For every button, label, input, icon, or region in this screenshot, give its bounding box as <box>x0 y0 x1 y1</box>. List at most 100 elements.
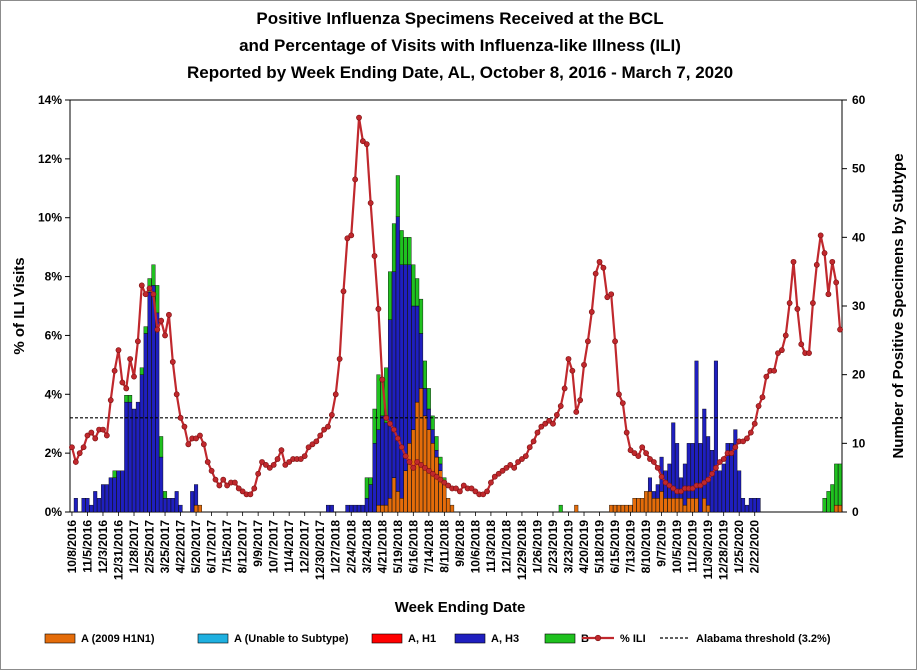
ili-point-163 <box>701 479 708 486</box>
ili-point-42 <box>231 479 238 486</box>
bar-a-h3-87 <box>407 264 412 444</box>
bar-b-19 <box>143 326 148 334</box>
x-tick-label-13: 10/7/2017 <box>267 520 281 574</box>
ili-point-177 <box>755 403 762 409</box>
bar-a-h3-90 <box>419 333 424 389</box>
bar-a-h3-93 <box>430 429 435 444</box>
bar-a-h3-7 <box>97 498 102 513</box>
legend-swatch-a-2009-h1n1- <box>44 633 76 644</box>
x-tick-label-11: 8/12/2017 <box>236 520 250 574</box>
bar-a-h3-161 <box>694 360 699 499</box>
x-tick-label-41: 11/30/2019 <box>701 520 715 580</box>
ili-point-141 <box>616 391 622 398</box>
ili-point-84 <box>394 435 401 442</box>
ili-point-17 <box>134 338 141 345</box>
bar-b-91 <box>422 360 427 389</box>
specimen-bars <box>73 175 843 513</box>
x-tick-label-32: 3/23/2019 <box>562 520 576 574</box>
ili-point-116 <box>519 456 525 462</box>
y-tick-label-5: 10% <box>38 211 62 225</box>
ili-point-94 <box>433 473 440 480</box>
bar-a-h3-5 <box>89 504 94 513</box>
ili-point-15 <box>127 356 134 362</box>
bar-a-h3-27 <box>174 491 179 513</box>
ili-point-109 <box>491 473 498 480</box>
bar-a-2009-h1n1--163 <box>702 498 707 513</box>
x-tick-label-9: 6/17/2017 <box>205 520 219 574</box>
bar-a-h3-26 <box>170 498 175 513</box>
ili-point-195 <box>825 291 832 298</box>
ili-point-149 <box>647 456 653 462</box>
y2-tick-label-1: 10 <box>852 436 866 450</box>
bar-a-h3-171 <box>733 429 738 513</box>
ili-point-38 <box>216 482 223 489</box>
bar-a-h3-165 <box>710 450 715 513</box>
bar-b-84 <box>395 175 400 217</box>
x-tick-label-12: 9/9/2017 <box>251 520 265 567</box>
bar-a-h3-24 <box>163 498 168 513</box>
x-tick-label-6: 3/25/2017 <box>158 520 172 574</box>
bar-b-194 <box>822 498 827 513</box>
bar-a-h3-28 <box>178 504 183 513</box>
ili-point-82 <box>387 420 393 427</box>
ili-point-93 <box>429 470 436 477</box>
legend-swatch-a-unable-to-subtype- <box>197 633 229 644</box>
x-tick-label-22: 6/16/2018 <box>406 520 420 574</box>
ili-point-110 <box>495 470 502 477</box>
ili-point-1 <box>72 459 79 465</box>
ili-point-106 <box>480 491 487 498</box>
ili-point-128 <box>565 356 572 362</box>
bar-a-h3-82 <box>388 319 393 499</box>
ili-point-51 <box>266 464 273 471</box>
ili-point-147 <box>639 444 646 451</box>
x-tick-label-1: 11/5/2016 <box>80 520 94 573</box>
bar-a-h3-4 <box>85 498 90 513</box>
bar-a-2009-h1n1--147 <box>640 498 645 513</box>
legend-swatch-b <box>544 633 576 644</box>
ili-point-103 <box>468 485 475 492</box>
bar-a-h3-73 <box>353 504 358 513</box>
x-tick-label-28: 12/1/2018 <box>499 520 513 574</box>
bar-a-h3-10 <box>108 477 113 513</box>
bar-a-h3-91 <box>422 388 427 417</box>
bar-a-h3-86 <box>403 264 408 471</box>
ili-point-74 <box>356 114 362 121</box>
legend-marker--ili <box>594 634 602 642</box>
ili-point-188 <box>798 341 805 348</box>
ili-point-133 <box>585 338 591 345</box>
bar-b-77 <box>368 477 373 485</box>
bar-a-2009-h1n1--79 <box>376 504 381 513</box>
ili-point-175 <box>747 429 754 436</box>
bar-a-h3-174 <box>744 504 749 513</box>
ili-point-118 <box>526 444 533 451</box>
bar-a-2009-h1n1--146 <box>636 498 641 513</box>
x-tick-label-3: 12/31/2016 <box>111 520 125 580</box>
bar-a-2009-h1n1--144 <box>628 504 633 513</box>
bar-a-2009-h1n1--96 <box>442 484 447 513</box>
x-tick-label-7: 4/22/2017 <box>174 520 188 574</box>
y-tick-label-6: 12% <box>38 152 62 166</box>
bar-a-2009-h1n1--160 <box>690 498 695 513</box>
ili-point-97 <box>445 482 452 489</box>
bar-b-76 <box>364 477 369 499</box>
x-tick-label-14: 11/4/2017 <box>282 520 296 573</box>
bar-a-h3-78 <box>372 443 377 513</box>
x-tick-label-10: 7/15/2017 <box>220 520 234 574</box>
ili-point-52 <box>270 462 277 468</box>
bar-a-2009-h1n1--80 <box>380 504 385 513</box>
bar-a-h3-163 <box>702 408 707 499</box>
ili-point-154 <box>666 482 673 489</box>
ili-point-18 <box>138 282 145 289</box>
ili-point-127 <box>561 385 568 392</box>
legend-label-a-unable-to-subtype-: A (Unable to Subtype) <box>234 633 349 645</box>
bar-a-h3-83 <box>391 271 396 478</box>
bar-a-2009-h1n1--141 <box>616 504 621 513</box>
bar-a-h3-175 <box>748 498 753 513</box>
ili-point-112 <box>503 464 510 471</box>
y2-tick-label-2: 20 <box>852 368 866 382</box>
bar-a-h3-92 <box>426 408 431 430</box>
ili-point-138 <box>604 294 611 301</box>
ili-point-36 <box>208 467 215 474</box>
ili-point-140 <box>612 338 618 345</box>
ili-line <box>69 114 843 498</box>
